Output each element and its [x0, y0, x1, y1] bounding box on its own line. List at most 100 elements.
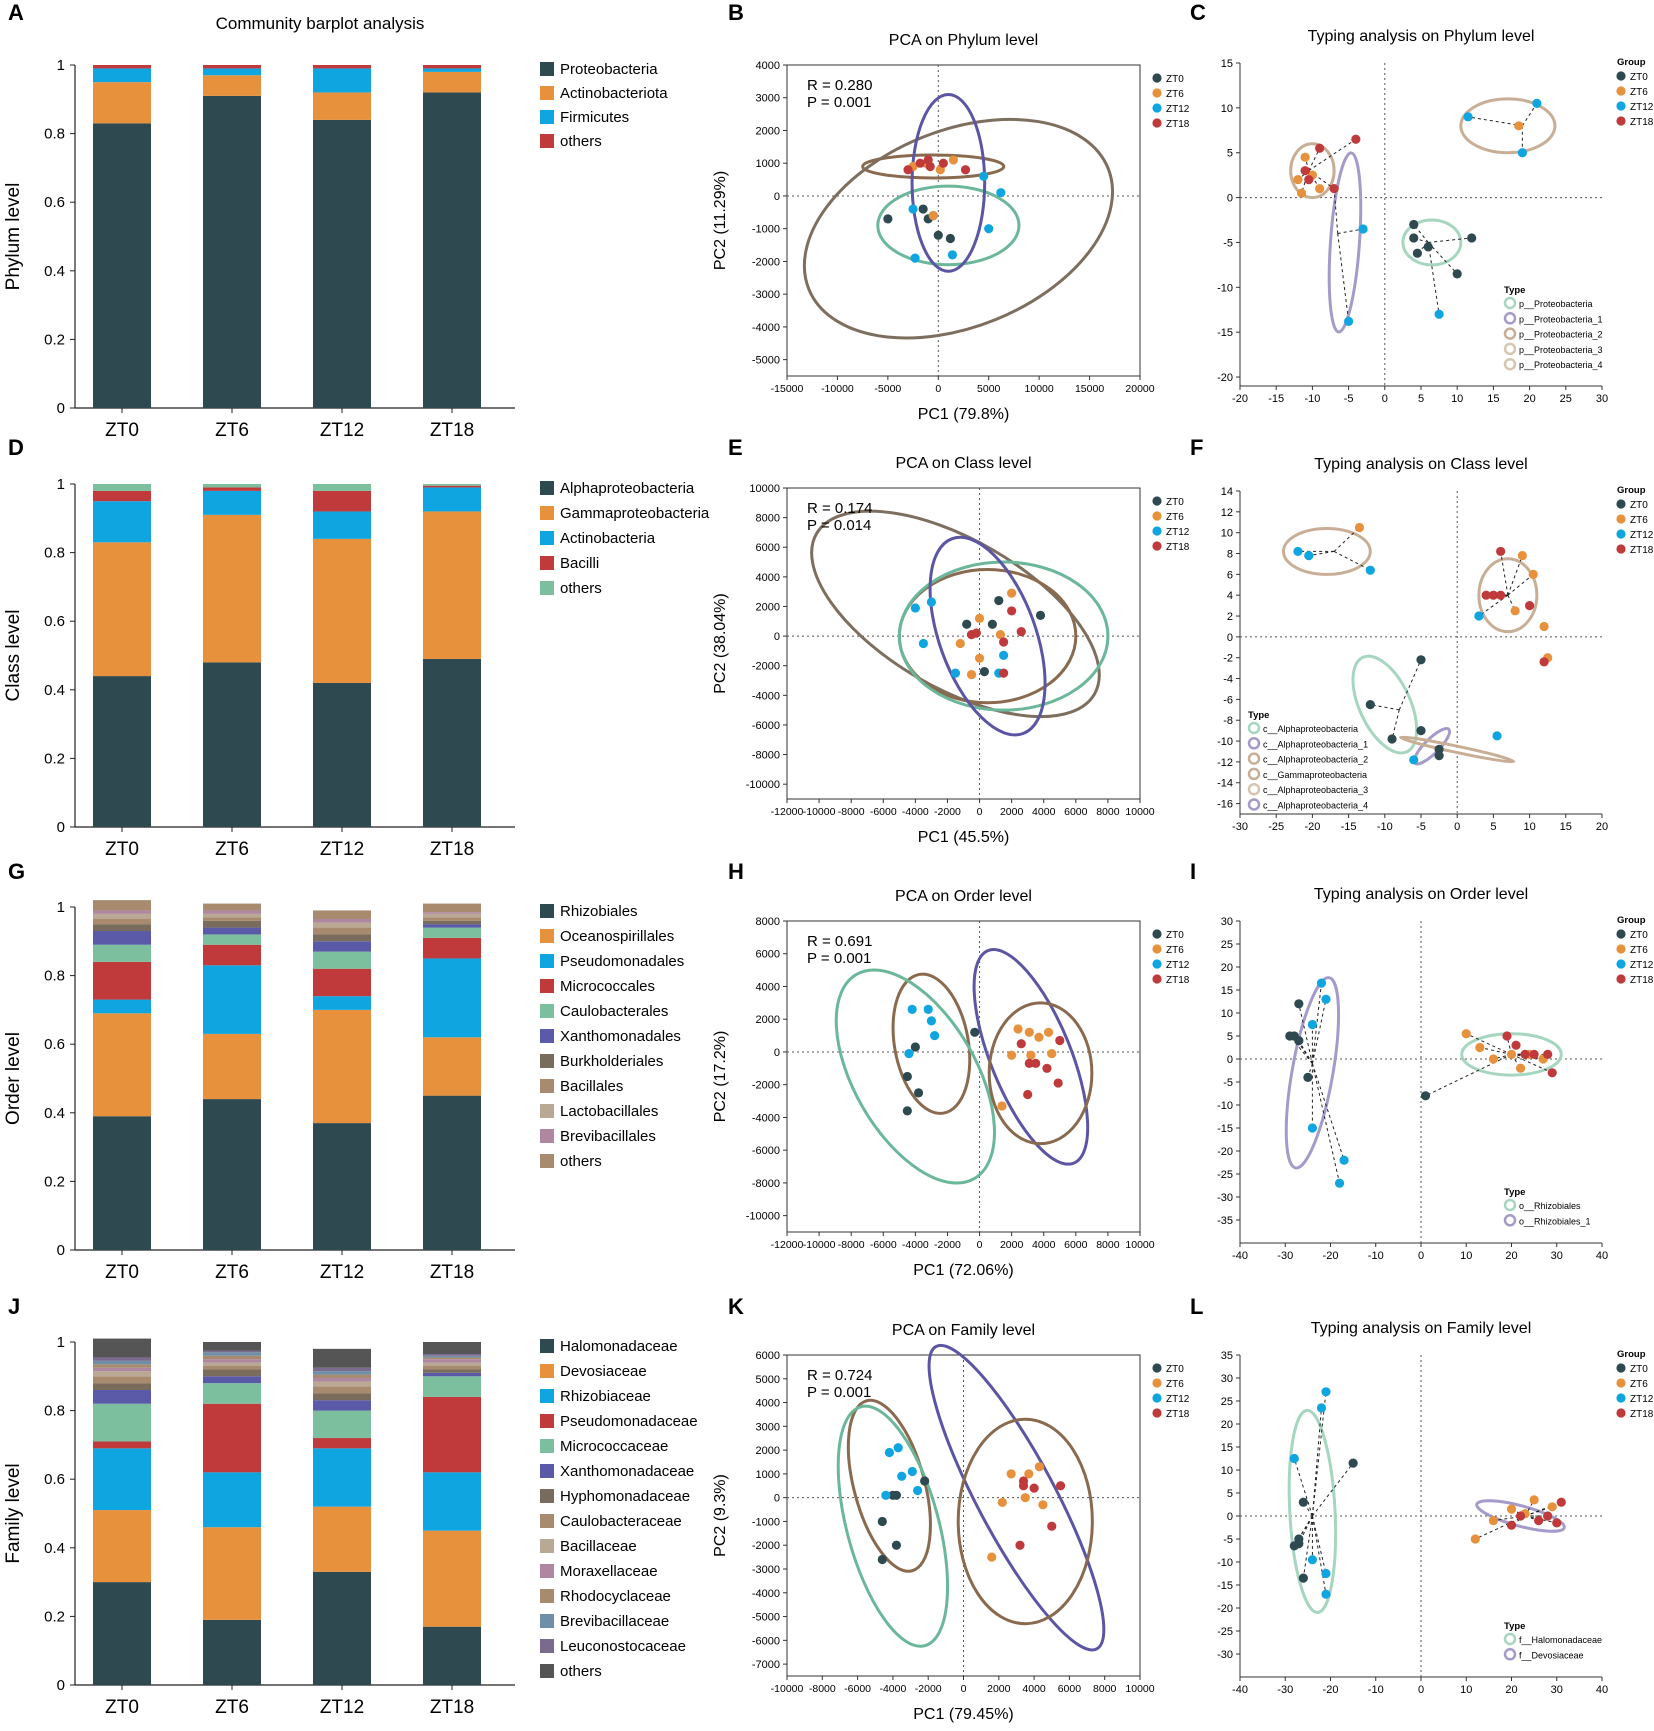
- x-tick-label: 20000: [1125, 383, 1154, 395]
- data-point-ZT18: [923, 155, 933, 165]
- bar-segment-Halomonadaceae: [313, 1571, 371, 1685]
- x-tick-label: ZT0: [105, 1262, 139, 1283]
- data-point-ZT12: [926, 597, 937, 607]
- data-point-ZT18: [1042, 1063, 1052, 1073]
- data-point-ZT18: [1351, 134, 1361, 144]
- bar-segment-Caulobacteraceae: [93, 1376, 151, 1384]
- x-tick-label: 0: [935, 383, 941, 395]
- type-legend-label: c__Alphaproteobacteria_3: [1263, 785, 1368, 795]
- type-legend-marker: [1503, 342, 1517, 356]
- y-tick-label: 0: [1227, 1511, 1233, 1523]
- y-tick-label: -5: [1223, 237, 1233, 249]
- data-point-ZT6: [1461, 1029, 1471, 1039]
- data-point-ZT12: [908, 204, 918, 214]
- bar-segment-Rhizobiales: [93, 1116, 151, 1250]
- bar-segment-Pseudomonadaceae: [93, 1441, 151, 1449]
- data-point-ZT12: [1339, 1155, 1349, 1165]
- data-point-ZT0: [994, 595, 1004, 606]
- bar-segment-Bacilli: [423, 485, 481, 488]
- group-ellipse: [1459, 97, 1557, 155]
- data-point-ZT6: [1528, 569, 1538, 579]
- legend-swatch: [540, 1004, 554, 1018]
- y-tick-label: -4000: [752, 322, 780, 334]
- y-tick-label: 8000: [756, 513, 780, 525]
- x-tick-label: 6000: [1064, 806, 1088, 818]
- data-point-ZT0: [877, 1516, 887, 1527]
- y-tick-label: -10000: [746, 779, 780, 791]
- bar-segment-Micrococcaceae: [93, 1403, 151, 1442]
- legend-swatch: [540, 1104, 554, 1118]
- legend-label: ZT18: [1630, 545, 1654, 556]
- y-tick-label: 5000: [756, 1374, 780, 1386]
- x-tick-label: -15000: [771, 383, 804, 395]
- group-ellipse: [897, 560, 1110, 712]
- x-tick-label: 15: [1487, 393, 1499, 405]
- data-point-ZT18: [1300, 166, 1310, 176]
- data-point-ZT0: [933, 230, 943, 240]
- y-tick-label: 6000: [756, 1350, 780, 1362]
- group-ellipse: [910, 92, 987, 273]
- data-point-ZT0: [891, 1540, 902, 1550]
- legend-label: ZT0: [1166, 1364, 1184, 1375]
- y-tick-label: -6000: [752, 720, 780, 732]
- x-tick-label: 40: [1596, 1250, 1608, 1262]
- bar-segment-Devosiaceae: [423, 1530, 481, 1627]
- y-tick-label: 30: [1221, 916, 1233, 928]
- x-tick-label: 10: [1460, 1684, 1472, 1696]
- data-point-ZT0: [1365, 699, 1375, 710]
- data-point-ZT6: [1510, 606, 1520, 616]
- centroid-link: [1467, 116, 1523, 127]
- x-tick-label: -4000: [902, 1239, 929, 1251]
- data-point-ZT12: [1304, 551, 1314, 561]
- bar-segment-Caulobacterales: [313, 951, 371, 969]
- typing-chart-L: L Typing analysis on Family level -40 -30 -2…: [1190, 1294, 1654, 1696]
- bar-segment-others: [423, 484, 481, 486]
- data-point-ZT0: [1423, 242, 1433, 252]
- legend-swatch: [540, 1489, 554, 1503]
- group-ellipse: [1327, 151, 1363, 334]
- data-point-ZT18: [1556, 1497, 1566, 1507]
- legend-label: ZT12: [1630, 530, 1654, 541]
- x-tick-label: -20: [1323, 1250, 1339, 1262]
- data-point-ZT18: [999, 668, 1009, 678]
- bar-segment-Lactobacillales: [423, 913, 481, 918]
- bar-segment-Brevibacillales: [93, 910, 151, 914]
- data-point-ZT6: [1517, 551, 1527, 561]
- centroid-link: [1308, 550, 1335, 557]
- data-point-ZT0: [1452, 269, 1462, 279]
- x-tick-label: 2000: [1000, 806, 1024, 818]
- plot-frame: [786, 920, 1141, 1233]
- bar-segment-others: [313, 65, 371, 69]
- data-point-ZT0: [1387, 734, 1397, 744]
- bar-segment-Lactobacillales: [313, 922, 371, 928]
- type-legend-label: o__Rhizobiales_1: [1519, 1216, 1591, 1226]
- bar-segment-Alphaproteobacteria: [203, 662, 261, 827]
- data-point-ZT6: [1013, 1024, 1023, 1034]
- data-point-ZT12: [996, 188, 1006, 198]
- data-point-ZT6: [987, 1552, 997, 1562]
- data-point-ZT12: [910, 253, 920, 263]
- centroid-link: [1427, 242, 1440, 315]
- x-tick-label: ZT0: [105, 1697, 139, 1718]
- bar-segment-Moraxellaceae: [423, 1359, 481, 1363]
- y-tick-label: 0: [774, 1047, 780, 1059]
- data-point-ZT0: [877, 1554, 887, 1565]
- data-point-ZT12: [950, 668, 961, 678]
- data-point-ZT0: [891, 1490, 902, 1500]
- legend-swatch: [540, 581, 554, 595]
- data-point-ZT0: [918, 204, 928, 214]
- x-tick-label: ZT12: [320, 420, 364, 441]
- data-point-ZT6: [1506, 1049, 1517, 1059]
- centroid-link: [1298, 1040, 1313, 1064]
- data-point-ZT18: [1525, 601, 1535, 611]
- data-point-ZT0: [1416, 726, 1426, 736]
- bar-segment-Actinobacteria: [313, 511, 371, 539]
- legend-title: Group: [1617, 1349, 1646, 1360]
- type-legend-label: p__Proteobacteria: [1519, 299, 1593, 309]
- x-tick-label: ZT12: [320, 1697, 364, 1718]
- bar-segment-Hyphomonadaceae: [423, 1369, 481, 1373]
- data-point-ZT18: [1511, 1040, 1521, 1050]
- data-point-ZT18: [1543, 1049, 1553, 1059]
- y-tick-label: -5000: [752, 355, 780, 367]
- y-tick-label: -2000: [752, 1080, 780, 1092]
